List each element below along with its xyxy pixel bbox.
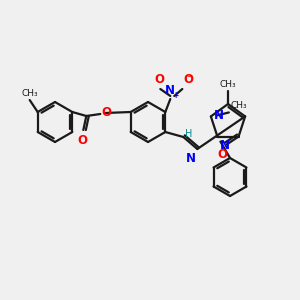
Text: +: + — [172, 91, 178, 100]
Text: N: N — [219, 139, 230, 152]
Text: CH₃: CH₃ — [220, 80, 236, 89]
Text: O: O — [101, 106, 111, 119]
Text: O: O — [77, 134, 87, 147]
Text: N: N — [165, 84, 175, 97]
Text: CH₃: CH₃ — [231, 101, 247, 110]
Text: N: N — [186, 152, 196, 165]
Text: CH₃: CH₃ — [21, 89, 38, 98]
Text: N: N — [214, 109, 224, 122]
Text: ⁻: ⁻ — [187, 74, 192, 84]
Text: H: H — [185, 129, 193, 139]
Text: O: O — [218, 148, 228, 160]
Text: O: O — [183, 73, 193, 86]
Text: O: O — [154, 73, 164, 86]
